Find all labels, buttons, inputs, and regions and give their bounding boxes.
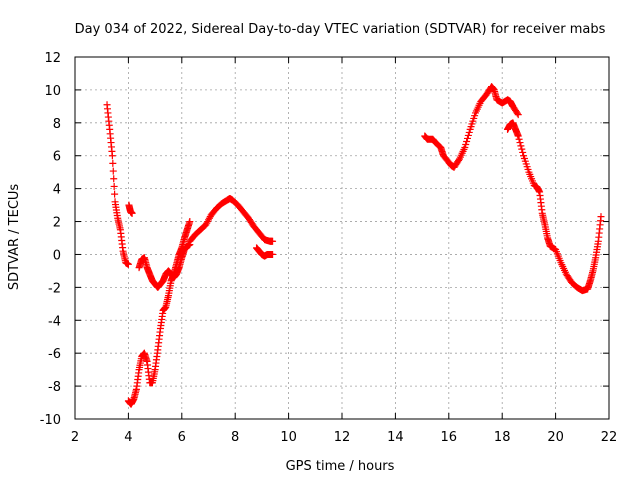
data-point bbox=[513, 109, 521, 117]
x-tick-label: 4 bbox=[124, 430, 132, 445]
data-point bbox=[124, 260, 132, 268]
data-point bbox=[109, 159, 117, 167]
y-tick-label: -4 bbox=[48, 314, 61, 329]
data-point bbox=[186, 218, 194, 226]
data-point bbox=[109, 167, 117, 175]
data-point bbox=[110, 182, 118, 190]
x-tick-label: 8 bbox=[231, 430, 239, 445]
y-tick-label: -8 bbox=[48, 380, 61, 395]
series-afternoon-rise bbox=[421, 83, 522, 171]
series-upper-branch bbox=[135, 241, 194, 291]
x-tick-label: 20 bbox=[547, 430, 564, 445]
data-point bbox=[519, 148, 527, 156]
y-tick-label: -10 bbox=[40, 413, 61, 428]
y-tick-label: -6 bbox=[48, 347, 61, 362]
x-tick-label: 6 bbox=[178, 430, 186, 445]
y-tick-label: 10 bbox=[44, 84, 61, 99]
data-point bbox=[516, 139, 524, 147]
y-axis-label: SDTVAR / TECUs bbox=[7, 184, 22, 291]
data-point bbox=[463, 134, 471, 142]
y-tick-label: 12 bbox=[44, 51, 61, 66]
data-point bbox=[269, 250, 277, 258]
y-tick-label: 4 bbox=[53, 183, 61, 198]
x-tick-label: 2 bbox=[71, 430, 79, 445]
y-tick-label: 0 bbox=[53, 248, 61, 263]
y-tick-label: 2 bbox=[53, 216, 61, 231]
data-point bbox=[463, 137, 471, 145]
data-point bbox=[597, 213, 605, 221]
axis-ticks: 2 4 6 8 10 12 14 16 18 20 22 -10 -8 -6 -4 -2 0 2 4 6 8 10 12 bbox=[40, 51, 618, 445]
data-point bbox=[517, 142, 525, 150]
data-point bbox=[110, 175, 118, 183]
series-spike-4h bbox=[125, 201, 136, 217]
y-tick-label: -2 bbox=[48, 281, 61, 296]
data-point bbox=[515, 135, 523, 143]
x-tick-label: 10 bbox=[280, 430, 297, 445]
chart-title: Day 034 of 2022, Sidereal Day-to-day VTE… bbox=[75, 22, 606, 37]
x-tick-label: 18 bbox=[494, 430, 511, 445]
data-point bbox=[465, 128, 473, 136]
data-point bbox=[514, 111, 522, 119]
x-tick-label: 22 bbox=[601, 430, 618, 445]
y-tick-label: 8 bbox=[53, 117, 61, 132]
series-evening-decline bbox=[504, 119, 605, 295]
x-axis-label: GPS time / hours bbox=[286, 459, 395, 474]
data-points bbox=[103, 83, 605, 408]
x-tick-label: 16 bbox=[441, 430, 458, 445]
y-tick-label: 6 bbox=[53, 150, 61, 165]
series-early-decline bbox=[103, 101, 132, 268]
data-point bbox=[462, 140, 470, 148]
data-point bbox=[461, 144, 469, 151]
data-point bbox=[464, 131, 472, 139]
series-hump-tail bbox=[253, 244, 277, 260]
data-point bbox=[514, 132, 522, 140]
x-tick-label: 12 bbox=[334, 430, 351, 445]
data-point bbox=[108, 152, 116, 160]
x-tick-label: 14 bbox=[387, 430, 404, 445]
data-point bbox=[128, 209, 136, 217]
grid bbox=[75, 57, 609, 419]
data-point bbox=[518, 145, 526, 153]
data-point bbox=[111, 190, 119, 198]
data-point bbox=[269, 237, 277, 245]
series-morning-hump bbox=[186, 195, 277, 245]
